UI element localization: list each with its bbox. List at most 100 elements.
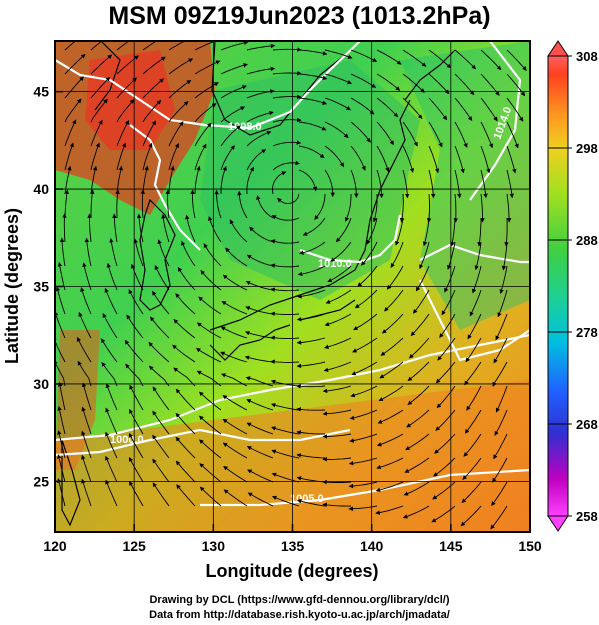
streamline	[324, 97, 351, 111]
streamline	[247, 492, 274, 507]
streamline	[270, 335, 300, 341]
streamline	[454, 169, 462, 199]
streamline	[81, 382, 92, 411]
streamline	[62, 213, 67, 243]
streamline	[491, 481, 508, 506]
streamline	[116, 119, 130, 147]
streamline	[168, 121, 184, 147]
streamline	[194, 122, 212, 147]
streamline	[474, 241, 482, 271]
streamline	[56, 454, 66, 483]
streamline	[354, 289, 378, 309]
streamline	[168, 41, 186, 51]
streamline	[506, 145, 517, 174]
colorbar-tick-label: 278	[576, 325, 598, 340]
y-tick-label: 45	[33, 84, 49, 100]
streamline	[272, 140, 302, 147]
streamline	[208, 216, 222, 243]
streamline	[406, 409, 430, 428]
streamline	[55, 335, 66, 363]
streamline	[105, 479, 118, 507]
streamline	[480, 49, 502, 71]
streamline	[460, 505, 482, 527]
streamline	[128, 432, 144, 459]
colorbar-top-triangle	[547, 40, 569, 57]
streamline	[78, 311, 92, 339]
streamline	[56, 478, 66, 507]
streamline	[203, 243, 222, 267]
streamline	[296, 361, 326, 369]
streamline	[64, 53, 86, 75]
streamline	[237, 190, 248, 219]
streamline	[352, 337, 378, 353]
streamline	[116, 55, 139, 75]
contour-label-1000: 1000.0	[110, 434, 144, 446]
streamline	[116, 77, 138, 99]
streamline	[220, 145, 235, 171]
streamline	[506, 193, 512, 223]
streamline	[220, 125, 241, 147]
streamline	[64, 119, 77, 147]
streamline	[330, 241, 352, 262]
streamline	[245, 306, 274, 315]
streamline	[222, 274, 248, 291]
x-tick-label: 140	[360, 538, 384, 554]
streamline	[461, 481, 482, 504]
streamline	[168, 79, 192, 99]
streamline	[353, 313, 378, 331]
streamline	[272, 47, 302, 52]
streamline	[324, 73, 352, 85]
streamline	[464, 409, 482, 434]
streamline	[402, 73, 425, 93]
streamline	[246, 43, 276, 51]
streamline	[324, 49, 353, 59]
credit-drawing: Drawing by DCL (https://www.gfd-dennou.o…	[149, 594, 450, 606]
colorbar-bottom-triangle	[547, 515, 569, 532]
streamline	[105, 455, 118, 483]
streamline	[298, 73, 328, 81]
streamline	[136, 213, 144, 243]
streamline	[128, 289, 144, 315]
streamline	[439, 313, 456, 338]
streamline	[390, 241, 404, 268]
streamline	[185, 214, 196, 243]
streamline	[64, 98, 82, 123]
streamline	[129, 384, 144, 411]
streamline	[395, 217, 404, 246]
streamline	[296, 384, 326, 389]
streamline	[480, 169, 488, 199]
streamline	[152, 434, 170, 459]
streamline	[90, 54, 113, 75]
streamline	[501, 241, 508, 271]
streamline	[296, 313, 326, 322]
x-tick-label: 125	[122, 538, 146, 554]
contour-label-1005: 1005.0	[290, 493, 324, 505]
streamline	[198, 391, 222, 411]
streamline	[428, 97, 448, 121]
streamline	[198, 296, 222, 315]
streamline	[128, 456, 144, 483]
streamline	[434, 433, 456, 454]
streamline	[403, 481, 430, 496]
streamline	[272, 160, 300, 171]
streamline	[402, 121, 418, 147]
streamline	[299, 241, 326, 255]
streamline	[296, 499, 326, 507]
x-axis: 120 125 130 135 140 145 150	[43, 524, 542, 554]
streamline	[199, 486, 222, 507]
pressure-contours	[55, 41, 530, 507]
streamline	[105, 383, 118, 411]
streamline	[81, 454, 92, 483]
streamline	[402, 49, 427, 67]
streamline	[256, 195, 274, 219]
streamline	[454, 121, 468, 148]
streamline	[142, 56, 166, 75]
streamline	[271, 449, 300, 459]
streamline	[376, 121, 394, 146]
streamline	[172, 344, 196, 363]
streamline	[314, 193, 326, 220]
streamline	[399, 193, 405, 223]
streamline	[225, 247, 248, 267]
streamline	[433, 457, 456, 477]
